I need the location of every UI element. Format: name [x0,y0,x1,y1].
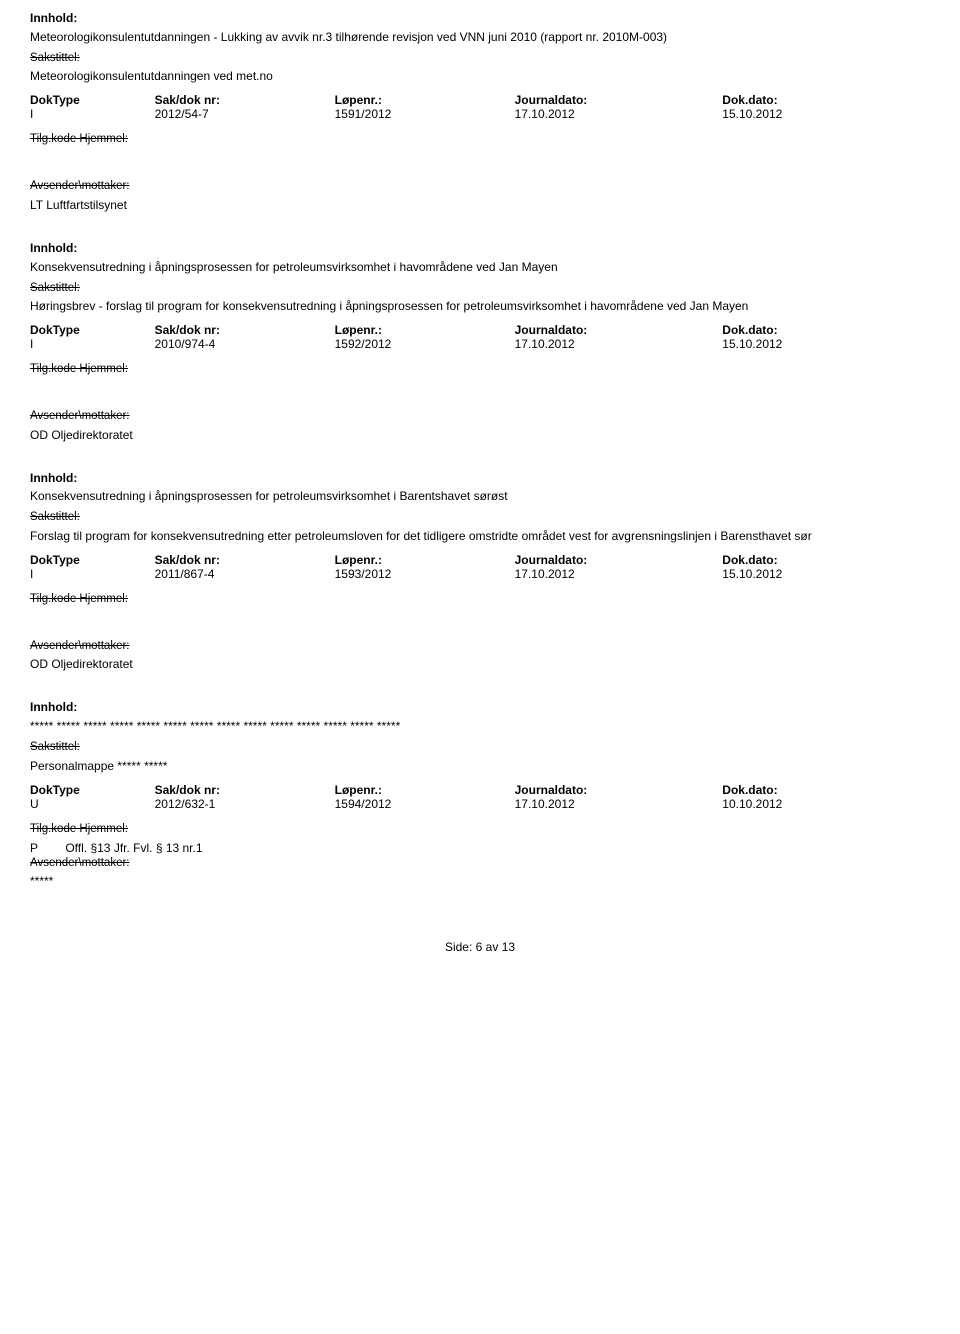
meta-table: DokType Sak/dok nr: Løpenr.: Journaldato… [30,323,930,351]
val-lopenr: 1593/2012 [335,567,515,581]
innhold-text: ***** ***** ***** ***** ***** ***** ****… [30,717,930,735]
tilgkode-label: Tilg.kode Hjemmel: [30,361,930,378]
val-sakdoknr: 2011/867-4 [155,567,335,581]
page-footer: Side: 6 av 13 [30,940,930,954]
sakstittel-text: Meteorologikonsulentutdanningen ved met.… [30,67,930,85]
sakstittel-text: Forslag til program for konsekvensutredn… [30,527,930,545]
val-doktype: I [30,567,155,581]
footer-side: Side: [445,940,472,954]
col-dokdato: Dok.dato: [722,93,930,107]
innhold-label: Innhold: [30,699,930,716]
innhold-text: Konsekvensutredning i åpningsprosessen f… [30,487,930,505]
tilgkode-label: Tilg.kode Hjemmel: [30,591,930,608]
tilgkode-label: Tilg.kode Hjemmel: [30,821,930,838]
val-dokdato: 15.10.2012 [722,337,930,351]
tilgkode-label: Tilg.kode Hjemmel: [30,131,930,148]
col-doktype: DokType [30,93,155,107]
col-sakdoknr: Sak/dok nr: [155,553,335,567]
meta-table: DokType Sak/dok nr: Løpenr.: Journaldato… [30,783,930,811]
tilgkode-value: P Offl. §13 Jfr. Fvl. § 13 nr.1 [30,841,930,855]
col-sakdoknr: Sak/dok nr: [155,323,335,337]
val-dokdato: 10.10.2012 [722,797,930,811]
avsender-text: OD Oljedirektoratet [30,426,930,444]
col-dokdato: Dok.dato: [722,783,930,797]
val-lopenr: 1591/2012 [335,107,515,121]
val-journaldato: 17.10.2012 [515,797,723,811]
col-journaldato: Journaldato: [515,783,723,797]
col-journaldato: Journaldato: [515,553,723,567]
sakstittel-text: Høringsbrev - forslag til program for ko… [30,297,930,315]
col-doktype: DokType [30,323,155,337]
val-dokdato: 15.10.2012 [722,567,930,581]
val-doktype: I [30,337,155,351]
val-sakdoknr: 2012/54-7 [155,107,335,121]
meta-table: DokType Sak/dok nr: Løpenr.: Journaldato… [30,553,930,581]
col-lopenr: Løpenr.: [335,553,515,567]
val-journaldato: 17.10.2012 [515,337,723,351]
val-doktype: U [30,797,155,811]
col-lopenr: Løpenr.: [335,93,515,107]
val-journaldato: 17.10.2012 [515,567,723,581]
val-doktype: I [30,107,155,121]
val-sakdoknr: 2012/632-1 [155,797,335,811]
col-lopenr: Løpenr.: [335,323,515,337]
journal-entry: Innhold: Konsekvensutredning i åpningspr… [30,240,930,444]
avsender-text: LT Luftfartstilsynet [30,196,930,214]
innhold-label: Innhold: [30,10,930,27]
sakstittel-label: Sakstittel: [30,509,930,526]
footer-av: av [486,940,499,954]
val-dokdato: 15.10.2012 [722,107,930,121]
sakstittel-label: Sakstittel: [30,280,930,297]
innhold-text: Meteorologikonsulentutdanningen - Lukkin… [30,28,930,46]
val-lopenr: 1594/2012 [335,797,515,811]
val-sakdoknr: 2010/974-4 [155,337,335,351]
meta-table: DokType Sak/dok nr: Løpenr.: Journaldato… [30,93,930,121]
sakstittel-text: Personalmappe ***** ***** [30,757,930,775]
avsender-label: Avsender\mottaker: [30,178,930,195]
journal-entry: Innhold: Konsekvensutredning i åpningspr… [30,470,930,674]
col-doktype: DokType [30,783,155,797]
val-lopenr: 1592/2012 [335,337,515,351]
avsender-label: Avsender\mottaker: [30,855,930,872]
avsender-text: ***** [30,872,930,890]
col-lopenr: Løpenr.: [335,783,515,797]
col-journaldato: Journaldato: [515,93,723,107]
footer-current: 6 [476,940,483,954]
col-dokdato: Dok.dato: [722,553,930,567]
col-sakdoknr: Sak/dok nr: [155,93,335,107]
sakstittel-label: Sakstittel: [30,739,930,756]
sakstittel-label: Sakstittel: [30,50,930,67]
tilg-prefix: P [30,841,62,855]
col-doktype: DokType [30,553,155,567]
innhold-label: Innhold: [30,240,930,257]
journal-entry: Innhold: Meteorologikonsulentutdanningen… [30,10,930,214]
col-sakdoknr: Sak/dok nr: [155,783,335,797]
avsender-label: Avsender\mottaker: [30,638,930,655]
innhold-label: Innhold: [30,470,930,487]
val-journaldato: 17.10.2012 [515,107,723,121]
col-journaldato: Journaldato: [515,323,723,337]
footer-total: 13 [502,940,515,954]
avsender-label: Avsender\mottaker: [30,408,930,425]
tilg-extra: Offl. §13 Jfr. Fvl. § 13 nr.1 [65,841,202,855]
innhold-text: Konsekvensutredning i åpningsprosessen f… [30,258,930,276]
journal-entry: Innhold: ***** ***** ***** ***** ***** *… [30,699,930,890]
col-dokdato: Dok.dato: [722,323,930,337]
avsender-text: OD Oljedirektoratet [30,655,930,673]
